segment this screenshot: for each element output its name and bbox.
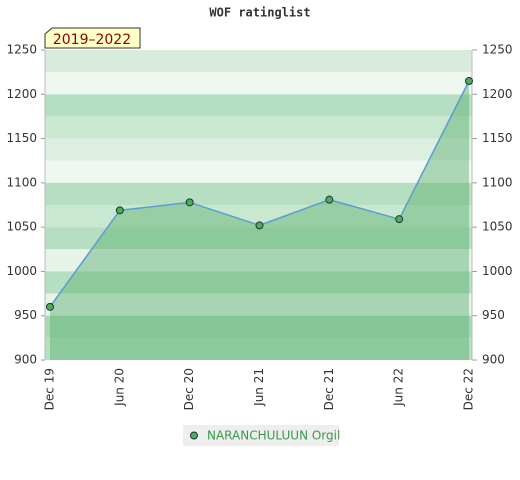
band [45, 337, 472, 360]
band [45, 50, 472, 73]
x-tick-label: Jun 20 [112, 368, 126, 407]
y-tick-label: 1050 [6, 220, 37, 234]
band [45, 227, 472, 250]
y-tick-label: 900 [14, 353, 37, 367]
point [255, 221, 264, 230]
legend-label: NARANCHULUUN Orgil [207, 429, 340, 443]
legend-marker [190, 431, 198, 440]
annotation-box [44, 27, 141, 49]
y-tick-label: 1200 [6, 87, 37, 101]
band [45, 271, 472, 294]
band [45, 138, 472, 161]
annotation: 2019–2022 [53, 32, 131, 48]
x-tick-label: Dec 21 [322, 368, 336, 410]
x-tick-label: Dec 19 [43, 368, 57, 410]
background-bands [45, 50, 472, 360]
chart-title: WOF ratinglist [209, 6, 310, 20]
point [115, 206, 124, 215]
point [325, 195, 334, 204]
point [395, 215, 404, 224]
x-tick-label: Dec 20 [182, 368, 196, 410]
x-tick-label: Dec 22 [462, 368, 476, 410]
band [45, 293, 472, 316]
y-tick-label: 950 [14, 308, 37, 322]
point [465, 77, 473, 85]
y-tick-label: 1250 [6, 43, 37, 57]
band [45, 205, 472, 228]
band [45, 315, 472, 338]
y2-tick-label: 950 [482, 308, 505, 322]
y2-tick-label: 1050 [482, 220, 513, 234]
point [46, 302, 54, 311]
band [45, 182, 472, 205]
y2-tick-label: 1100 [482, 175, 513, 189]
point [185, 198, 194, 207]
y2-tick-label: 1000 [482, 264, 513, 278]
y2-tick-label: 1250 [482, 43, 513, 57]
band [45, 72, 472, 95]
area [50, 81, 469, 360]
y2-tick-label: 900 [482, 353, 505, 367]
y2-tick-label: 1200 [482, 87, 513, 101]
y-tick-label: 1100 [6, 175, 37, 189]
x-tick-label: Jun 21 [252, 368, 266, 407]
band [45, 160, 472, 183]
y-tick-label: 1150 [6, 131, 37, 145]
y-tick-label: 1000 [6, 264, 37, 278]
band [45, 249, 472, 272]
x-tick-label: Jun 22 [392, 368, 406, 407]
band [45, 116, 472, 139]
legend [183, 425, 339, 446]
band [45, 94, 472, 117]
y2-tick-label: 1150 [482, 131, 513, 145]
